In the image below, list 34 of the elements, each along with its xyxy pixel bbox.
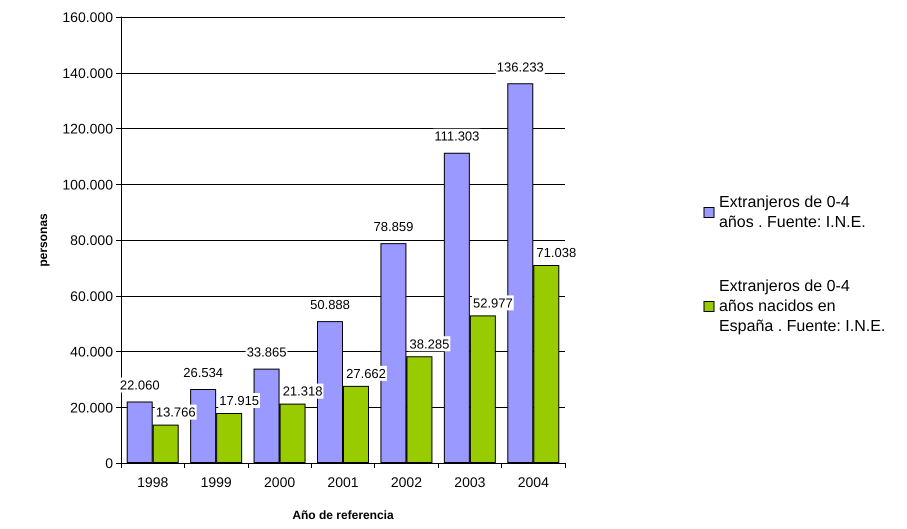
x-tick-label: 2001 — [327, 474, 359, 490]
x-tick-label: 2003 — [454, 474, 486, 490]
data-label: 13.766 — [156, 404, 196, 420]
y-tick-label: 120.000 — [62, 120, 114, 136]
x-tick-label: 2004 — [518, 474, 550, 490]
data-label: 26.534 — [183, 365, 224, 380]
y-tick-label: 0 — [105, 455, 114, 471]
data-label: 78.859 — [374, 219, 414, 234]
data-label: 111.303 — [434, 128, 480, 144]
data-label: 136.233 — [496, 59, 544, 74]
y-tick-label: 160.000 — [62, 9, 114, 25]
x-tick-label: 1998 — [137, 474, 168, 490]
y-axis-title: personas — [36, 213, 50, 267]
y-tick-label: 140.000 — [62, 64, 114, 81]
x-tick-label: 2002 — [390, 474, 422, 490]
y-tick-label: 20.000 — [70, 399, 114, 416]
y-tick-label: 80.000 — [70, 232, 114, 248]
data-label: 50.888 — [310, 297, 350, 312]
legend-label: Extranjeros de 0-4 años nacidos en España . Fuente: I.N.E. — [719, 278, 886, 335]
data-label: 17.915 — [219, 393, 260, 408]
data-label: 38.285 — [410, 336, 450, 352]
y-tick-label: 100.000 — [62, 176, 114, 192]
data-label: 27.662 — [346, 366, 386, 381]
x-axis-title: Año de referencia — [292, 508, 394, 522]
data-label: 21.318 — [282, 384, 322, 399]
y-tick-label: 40.000 — [70, 344, 114, 360]
x-tick-label: 1999 — [200, 474, 232, 490]
x-tick-label: 2000 — [264, 474, 296, 490]
data-label: 22.060 — [120, 378, 160, 393]
y-tick-label: 60.000 — [70, 288, 114, 304]
data-label: 71.038 — [536, 244, 576, 260]
data-label: 33.865 — [246, 344, 286, 360]
data-label: 52.977 — [472, 295, 513, 310]
legend-label: Extranjeros de 0-4 años . Fuente: I.N.E. — [719, 194, 866, 231]
